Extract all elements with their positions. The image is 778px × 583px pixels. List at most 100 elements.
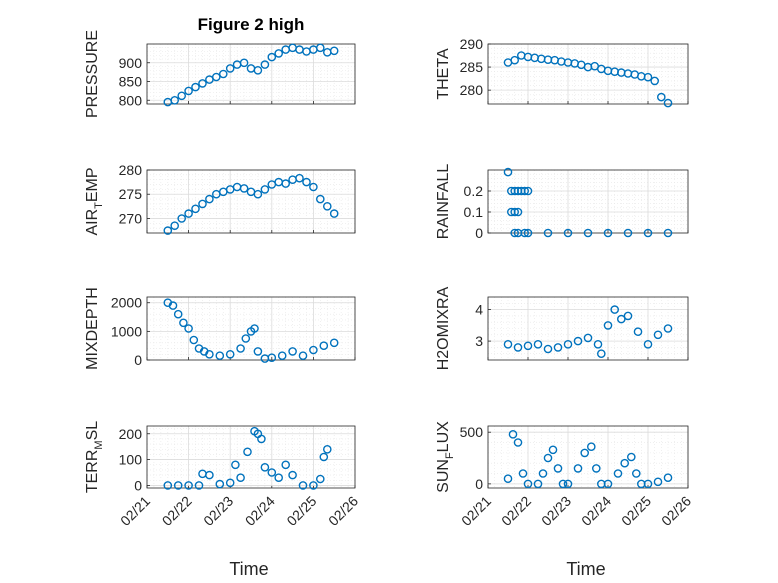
h2omixra-data-point: [593, 339, 603, 349]
terr_msl-data-point: [288, 470, 297, 480]
terr_msl-data-point: [260, 462, 270, 472]
sun_flux-y-axis-label: SUNFLUX: [435, 421, 456, 493]
terr_msl-x-tick-label: 02/25: [283, 493, 319, 529]
air_temp-y-tick-label: 270: [119, 210, 143, 226]
terr_msl-data-point: [231, 460, 240, 470]
mixdepth-data-point: [179, 318, 188, 328]
mixdepth-y-tick-label: 1000: [111, 323, 142, 339]
air_temp-data-point: [302, 177, 311, 187]
subplot-terr_msl: 0 100 200 TERRMSL 02/21 02/22 02/23 02/24 02/25 0…: [84, 421, 361, 579]
rainfall-data-point: [603, 228, 613, 238]
theta-y-axis-label: THETA: [435, 48, 452, 100]
air_temp-y-tick-label: 280: [119, 162, 143, 178]
mixdepth-data-point: [215, 351, 225, 361]
subplot-grid: 800 850 900 PRESSURE 280 285 290 THETA 270 275 280…: [84, 30, 694, 579]
h2omixra-y-tick-label: 4: [475, 302, 483, 318]
pressure-data-point: [218, 69, 228, 79]
sun_flux-x-tick-label: 02/25: [618, 493, 654, 529]
terr_msl-data-point: [225, 478, 235, 488]
mixdepth-data-point: [250, 324, 259, 333]
air_temp-data-point: [260, 185, 270, 194]
terr_msl-data-point: [309, 481, 318, 490]
mixdepth-data-point: [205, 349, 214, 359]
rainfall-axes-frame: [487, 169, 689, 234]
air_temp-data-point: [253, 189, 263, 199]
sun_flux-data-point: [503, 474, 513, 484]
rainfall-y-tick-label: 0.1: [464, 204, 484, 220]
rainfall-data-point: [523, 186, 533, 196]
mixdepth-data-point: [168, 301, 178, 310]
mixdepth-data-point: [309, 345, 318, 355]
air_temp-data-point: [295, 173, 304, 183]
h2omixra-axes-frame: [487, 296, 689, 361]
air_temp-data-point: [163, 226, 173, 235]
mixdepth-data-point: [277, 351, 287, 361]
theta-data-point: [510, 55, 520, 65]
pressure-data-point: [191, 82, 200, 92]
h2omixra-data-point: [633, 327, 643, 337]
terr_msl-x-tick-label: 02/21: [117, 493, 153, 529]
terr_msl-axes-frame: [146, 425, 356, 489]
h2omixra-data-point: [617, 314, 626, 324]
terr_msl-y-tick-label: 100: [119, 452, 143, 468]
h2omixra-data-point: [603, 321, 613, 330]
terr_msl-data-point: [184, 481, 193, 490]
pressure-data-point: [211, 72, 221, 82]
terr_msl-data-point: [194, 481, 204, 490]
pressure-data-point: [184, 86, 193, 96]
sun_flux-data-point: [632, 469, 641, 478]
sun_flux-data-point: [523, 479, 533, 489]
theta-y-tick-label: 290: [460, 36, 484, 52]
terr_msl-data-point: [322, 444, 332, 454]
pressure-data-point: [177, 91, 186, 101]
air_temp-data-point: [309, 182, 318, 192]
rainfall-data-point: [583, 228, 593, 238]
mixdepth-data-point: [184, 324, 193, 333]
air_temp-data-point: [205, 194, 214, 204]
sun_flux-data-point: [513, 438, 523, 447]
terr_msl-x-tick-label: 02/22: [159, 493, 195, 529]
mixdepth-data-point: [241, 334, 251, 343]
terr_msl-data-point: [173, 481, 183, 490]
air_temp-axes-frame: [146, 169, 356, 234]
pressure-data-point: [315, 43, 325, 53]
mixdepth-data-point: [288, 347, 297, 356]
subplot-pressure: 800 850 900 PRESSURE: [84, 30, 356, 118]
h2omixra-data-point: [553, 343, 563, 352]
h2omixra-data-point: [523, 341, 533, 351]
air_temp-data-point: [191, 204, 200, 214]
sun_flux-data-point: [538, 469, 548, 478]
mixdepth-data-point: [236, 344, 245, 353]
air_temp-data-point: [281, 179, 291, 188]
h2omixra-data-point: [573, 336, 583, 346]
sun_flux-x-tick-label: 02/21: [458, 493, 494, 529]
theta-data-point: [657, 92, 666, 102]
sun_flux-data-point: [592, 464, 601, 473]
sun_flux-data-point: [663, 473, 673, 483]
pressure-data-point: [260, 60, 270, 69]
terr_msl-data-point: [315, 474, 325, 484]
sun_flux-data-point: [553, 464, 563, 473]
terr_msl-y-tick-label: 0: [134, 477, 142, 493]
pressure-data-point: [253, 66, 263, 75]
sun_flux-data-point: [653, 477, 663, 487]
sun_flux-data-point: [627, 452, 636, 462]
theta-data-point: [663, 98, 673, 108]
rainfall-axes-background: [488, 170, 688, 233]
subplot-theta: 280 285 290 THETA: [435, 36, 689, 108]
air_temp-y-tick-label: 275: [119, 186, 143, 202]
h2omixra-data-point: [503, 339, 513, 349]
mixdepth-data-point: [173, 309, 183, 319]
sun_flux-data-point: [613, 469, 623, 478]
mixdepth-y-tick-label: 0: [134, 352, 142, 368]
sun_flux-data-point: [548, 445, 558, 455]
terr_msl-y-axis-label: TERRMSL: [84, 421, 105, 493]
terr_msl-data-point: [274, 473, 284, 483]
rainfall-y-tick-label: 0.2: [464, 183, 484, 199]
air_temp-data-point: [198, 199, 207, 209]
sun_flux-data-point: [508, 429, 518, 439]
rainfall-data-point: [510, 207, 520, 217]
sun_flux-data-point: [543, 453, 553, 463]
